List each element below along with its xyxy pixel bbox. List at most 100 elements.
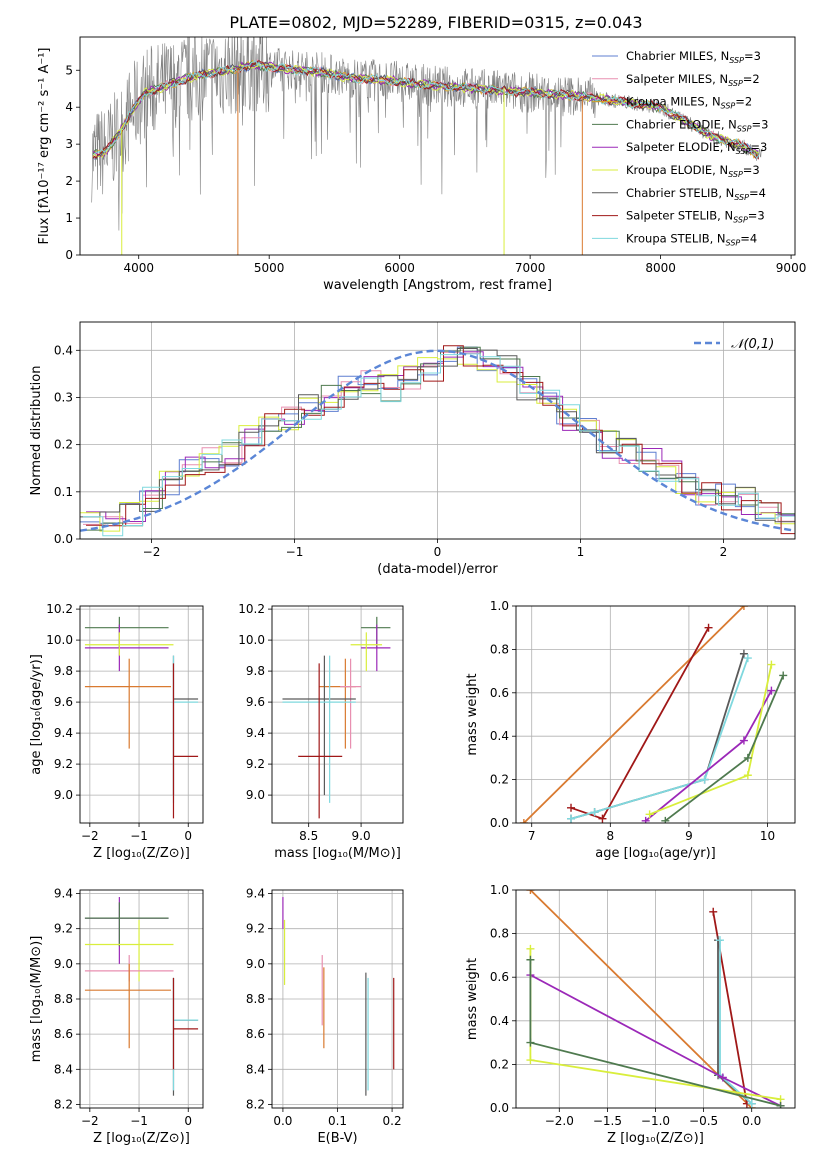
x-tick-label: 9.0 <box>352 829 371 843</box>
y-tick-label: 0.2 <box>54 438 73 452</box>
weight-marker <box>567 814 576 823</box>
panel-residuals: −2 −1 0 1 2 0.0 0.1 0.2 0.3 0.4 (data-model)/error… <box>29 321 796 577</box>
y-tick-label: 9.2 <box>54 757 73 771</box>
legend-label: Kroupa STELIB, NSSP=4 <box>626 231 757 247</box>
y-tick-label: 9.2 <box>246 922 265 936</box>
x-tick-label: 0 <box>184 1114 192 1128</box>
axes-frame <box>79 321 796 540</box>
plot-area <box>282 616 391 819</box>
weight-marker <box>776 1101 785 1108</box>
figure-title: PLATE=0802, MJD=52289, FIBERID=0315, z=0… <box>229 13 642 32</box>
y-tick-label: 8.8 <box>54 992 73 1006</box>
y-tick-label: 2 <box>65 174 73 188</box>
x-axis-label: wavelength [Angstrom, rest frame] <box>323 278 552 293</box>
weight-line <box>523 606 745 823</box>
histogram-step <box>80 357 795 532</box>
x-tick-label: −0.5 <box>689 1114 718 1128</box>
weight-marker <box>526 944 535 953</box>
panel-mass-vs-EBV: 0.0 0.1 0.2 8.2 8.4 8.6 8.8 9.0 9.2 9.4 E(B-V) <box>246 887 404 1146</box>
y-tick-label: 8.6 <box>246 1027 265 1041</box>
weight-marker <box>743 771 752 780</box>
weight-line <box>570 657 749 820</box>
legend-label: Salpeter MILES, NSSP=2 <box>626 72 760 88</box>
y-tick-label: 9.0 <box>246 788 265 802</box>
x-tick-label: 0.0 <box>273 1114 292 1128</box>
x-tick-label: −1.0 <box>641 1114 670 1128</box>
y-tick-label: 9.0 <box>54 788 73 802</box>
x-axis-label: Z [log₁₀(Z/Z⊙)] <box>607 1131 704 1146</box>
y-tick-label: 0.0 <box>54 532 73 546</box>
x-tick-label: −2 <box>143 545 161 559</box>
panel-spectrum: 4000 5000 6000 7000 8000 9000 0 1 2 3 4 5 wavelength… <box>37 36 806 293</box>
y-tick-label: 10.0 <box>238 633 265 647</box>
weight-marker <box>526 955 535 964</box>
y-tick-label: 0.3 <box>54 390 73 404</box>
x-axis-label: (data-model)/error <box>377 562 498 577</box>
y-tick-label: 0 <box>65 248 73 262</box>
weight-marker <box>661 816 670 823</box>
weight-marker <box>767 660 776 669</box>
weight-marker <box>645 810 654 819</box>
panel-age-vs-mass: 8.5 9.0 9.0 9.2 9.4 9.6 9.8 10.0 10.2 mass [log₁₀… <box>238 602 404 861</box>
y-tick-label: 9.8 <box>54 664 73 678</box>
x-axis-label: Z [log₁₀(Z/Z⊙)] <box>93 846 190 861</box>
model-line <box>92 60 759 155</box>
y-tick-label: 9.6 <box>54 695 73 709</box>
y-tick-label: 1 <box>65 211 73 225</box>
x-tick-label: 8000 <box>645 261 676 275</box>
x-tick-label: −1 <box>130 1114 148 1128</box>
y-tick-label: 1.0 <box>490 599 509 613</box>
weight-marker <box>519 819 528 823</box>
y-axis-label: Flux [fλ10⁻¹⁷ erg cm⁻² s⁻¹ A⁻¹] <box>37 48 52 245</box>
y-tick-label: 8.2 <box>246 1097 265 1111</box>
axes-frame <box>271 605 404 824</box>
weight-marker <box>739 649 748 658</box>
weight-marker <box>704 623 713 632</box>
weight-line <box>529 890 753 1108</box>
plot-area <box>91 37 763 255</box>
weight-line <box>570 627 710 820</box>
weight-marker <box>743 753 752 762</box>
axes-frame <box>515 889 796 1109</box>
legend-label: Kroupa ELODIE, NSSP=3 <box>626 163 760 179</box>
axes-frame <box>79 605 204 824</box>
y-tick-label: 9.4 <box>54 887 73 901</box>
y-tick-label: 9.0 <box>246 957 265 971</box>
legend-label: Chabrier STELIB, NSSP=4 <box>626 186 766 202</box>
weight-marker <box>598 814 607 823</box>
x-tick-label: −2.0 <box>545 1114 574 1128</box>
y-tick-label: 8.4 <box>54 1062 73 1076</box>
y-tick-label: 9.4 <box>246 887 265 901</box>
x-tick-label: 1 <box>577 545 585 559</box>
y-tick-label: 0.6 <box>490 686 509 700</box>
x-tick-label: 9 <box>685 829 693 843</box>
x-tick-label: 0.1 <box>328 1114 347 1128</box>
y-tick-label: 4 <box>65 100 73 114</box>
x-axis-label: E(B-V) <box>317 1131 357 1146</box>
x-tick-label: 6000 <box>384 261 415 275</box>
x-tick-label: 5000 <box>254 261 285 275</box>
x-tick-label: −2 <box>81 829 99 843</box>
y-tick-label: 10.0 <box>46 633 73 647</box>
histogram-step <box>83 353 795 537</box>
legend-label: Kroupa MILES, NSSP=2 <box>626 95 752 111</box>
weight-marker <box>715 936 724 945</box>
histogram-step <box>83 346 795 531</box>
weight-marker <box>767 686 776 695</box>
y-tick-label: 8.2 <box>54 1097 73 1111</box>
y-tick-label: 5 <box>65 63 73 77</box>
weight-marker <box>739 736 748 745</box>
y-tick-label: 0.4 <box>54 343 73 357</box>
weight-marker <box>743 654 752 663</box>
axes-frame <box>515 605 796 824</box>
weight-marker <box>718 1073 727 1082</box>
y-tick-label: 8.8 <box>246 992 265 1006</box>
legend-label: Chabrier MILES, NSSP=3 <box>626 49 761 65</box>
x-tick-label: −1.5 <box>593 1114 622 1128</box>
y-axis-label: age [log₁₀(age/yr)] <box>29 654 44 775</box>
x-axis-label: age [log₁₀(age/yr)] <box>595 846 716 861</box>
y-tick-label: 9.6 <box>246 695 265 709</box>
weight-marker <box>526 1038 535 1047</box>
y-tick-label: 9.2 <box>54 922 73 936</box>
